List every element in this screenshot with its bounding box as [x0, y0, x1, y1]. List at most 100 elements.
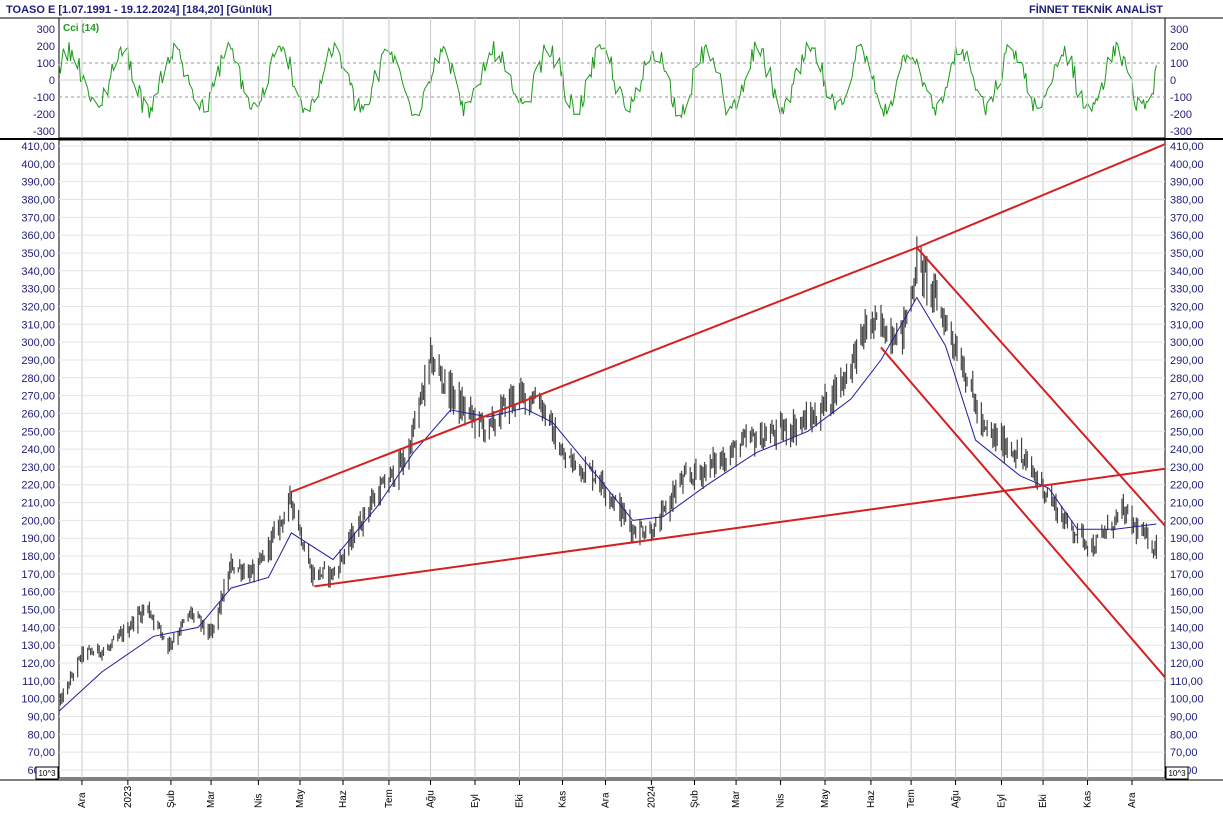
y-tick-label-right: 380,00	[1170, 194, 1204, 206]
y-tick-label-left: 250,00	[21, 426, 55, 438]
y-tick-label-right: 170,00	[1170, 569, 1204, 581]
x-tick-label: Ara	[1127, 792, 1138, 808]
trendline	[291, 246, 918, 493]
cci-label: Cci (14)	[63, 23, 99, 34]
moving-average-line	[58, 296, 1157, 712]
date-x-axis: Ara 2023 Şub Mar Nis May Haz Tem Ağu Eyl Eki Kas Ara…	[77, 780, 1138, 808]
y-tick-label-left: 130,00	[21, 640, 55, 652]
y-tick-label-right: 320,00	[1170, 301, 1204, 313]
y-tick-label-left: 110,00	[22, 676, 55, 688]
cci-tick-label-left: 100	[37, 58, 55, 70]
cci-tick-label-left: 0	[49, 75, 55, 87]
y-tick-label-left: 90,00	[27, 712, 55, 724]
y-tick-label-right: 220,00	[1170, 480, 1204, 492]
y-tick-label-right: 90,00	[1170, 712, 1198, 724]
cci-tick-label-left: -300	[33, 126, 55, 138]
cci-tick-label-left: 200	[37, 41, 55, 53]
y-tick-label-left: 300,00	[21, 337, 55, 349]
y-tick-label-left: 160,00	[21, 587, 55, 599]
cci-tick-label-left: -200	[33, 109, 55, 121]
y-tick-label-right: 260,00	[1170, 408, 1204, 420]
cci-line	[58, 40, 1157, 119]
y-tick-label-right: 140,00	[1170, 622, 1204, 634]
y-tick-label-left: 320,00	[21, 301, 55, 313]
cci-tick-label-right: -200	[1170, 109, 1192, 121]
cci-tick-label-left: 300	[37, 24, 55, 36]
trendline	[916, 246, 1166, 527]
cci-tick-label-right: 100	[1170, 58, 1188, 70]
y-tick-label-left: 220,00	[21, 480, 55, 492]
y-tick-label-left: 200,00	[21, 515, 55, 527]
trendline	[916, 143, 1166, 249]
y-tick-label-right: 250,00	[1170, 426, 1204, 438]
y-tick-label-left: 410,00	[21, 141, 55, 153]
y-tick-label-left: 350,00	[21, 248, 55, 260]
x-tick-label: Eki	[514, 794, 525, 808]
moving-average-layer	[58, 296, 1157, 712]
y-tick-label-right: 110,00	[1170, 676, 1203, 688]
y-tick-label-right: 80,00	[1170, 729, 1198, 741]
y-tick-label-right: 280,00	[1170, 373, 1204, 385]
x-tick-label: 2023	[123, 785, 134, 808]
y-tick-label-left: 340,00	[21, 266, 55, 278]
cci-tick-label-right: 200	[1170, 41, 1188, 53]
y-tick-label-left: 170,00	[21, 569, 55, 581]
y-tick-label-left: 310,00	[21, 319, 55, 331]
x-tick-label: Ağu	[426, 790, 437, 808]
chart-frames	[0, 17, 1223, 781]
y-tick-label-right: 70,00	[1170, 747, 1198, 759]
y-tick-label-left: 210,00	[21, 498, 55, 510]
y-tick-label-right: 180,00	[1170, 551, 1204, 563]
x-tick-label: Eki	[1038, 794, 1049, 808]
trendline-layer	[291, 143, 1166, 678]
x-tick-label: 2024	[646, 785, 657, 808]
y-tick-label-right: 400,00	[1170, 159, 1204, 171]
y-tick-label-right: 310,00	[1170, 319, 1204, 331]
trendline	[314, 539, 651, 588]
price-y-axis: 410,00 410,00 400,00 400,00 390,00 390,00 380,…	[21, 141, 1203, 777]
y-tick-label-left: 70,00	[27, 747, 55, 759]
cci-frame	[58, 17, 1166, 139]
y-tick-label-right: 290,00	[1170, 355, 1204, 367]
y-tick-label-left: 380,00	[21, 194, 55, 206]
x-tick-label: Tem	[906, 789, 917, 808]
x-tick-label: Nis	[776, 794, 787, 808]
y-tick-label-left: 180,00	[21, 551, 55, 563]
y-tick-label-right: 130,00	[1170, 640, 1204, 652]
y-tick-label-right: 190,00	[1170, 533, 1204, 545]
y-tick-label-left: 280,00	[21, 373, 55, 385]
x-tick-label: Eyl	[470, 794, 481, 808]
y-tick-label-left: 370,00	[21, 212, 55, 224]
cci-tick-label-left: -100	[33, 92, 55, 104]
y-tick-label-right: 230,00	[1170, 462, 1204, 474]
y-tick-label-left: 190,00	[21, 533, 55, 545]
brand-label: FİNNET TEKNİK ANALİST	[1029, 3, 1163, 16]
cci-tick-label-right: 0	[1170, 75, 1176, 87]
x-tick-label: Şub	[689, 790, 700, 808]
y-tick-label-right: 240,00	[1170, 444, 1204, 456]
cci-tick-label-right: -300	[1170, 126, 1192, 138]
y-tick-label-right: 300,00	[1170, 337, 1204, 349]
y-tick-label-left: 80,00	[27, 729, 55, 741]
trendline	[649, 467, 1166, 542]
y-tick-label-left: 100,00	[21, 694, 55, 706]
y-tick-label-right: 160,00	[1170, 587, 1204, 599]
y-tick-label-right: 120,00	[1170, 658, 1204, 670]
y-tick-label-left: 270,00	[21, 391, 55, 403]
y-tick-label-left: 360,00	[21, 230, 55, 242]
x-tick-label: Mar	[206, 790, 217, 808]
x-tick-label: Ara	[77, 792, 88, 808]
scale-label-right: 10^3	[1168, 769, 1186, 778]
y-tick-label-right: 360,00	[1170, 230, 1204, 242]
chart-title: TOASO E [1.07.1991 - 19.12.2024] [184,20…	[6, 4, 272, 16]
x-tick-label: Şub	[166, 790, 177, 808]
y-tick-label-left: 120,00	[21, 658, 55, 670]
x-tick-label: Kas	[1083, 791, 1094, 808]
x-tick-label: Kas	[558, 791, 569, 808]
scale-box-left	[35, 766, 59, 780]
x-tick-label: May	[295, 789, 306, 808]
y-tick-label-left: 150,00	[21, 605, 55, 617]
x-tick-label: May	[820, 789, 831, 808]
y-tick-label-left: 330,00	[21, 284, 55, 296]
